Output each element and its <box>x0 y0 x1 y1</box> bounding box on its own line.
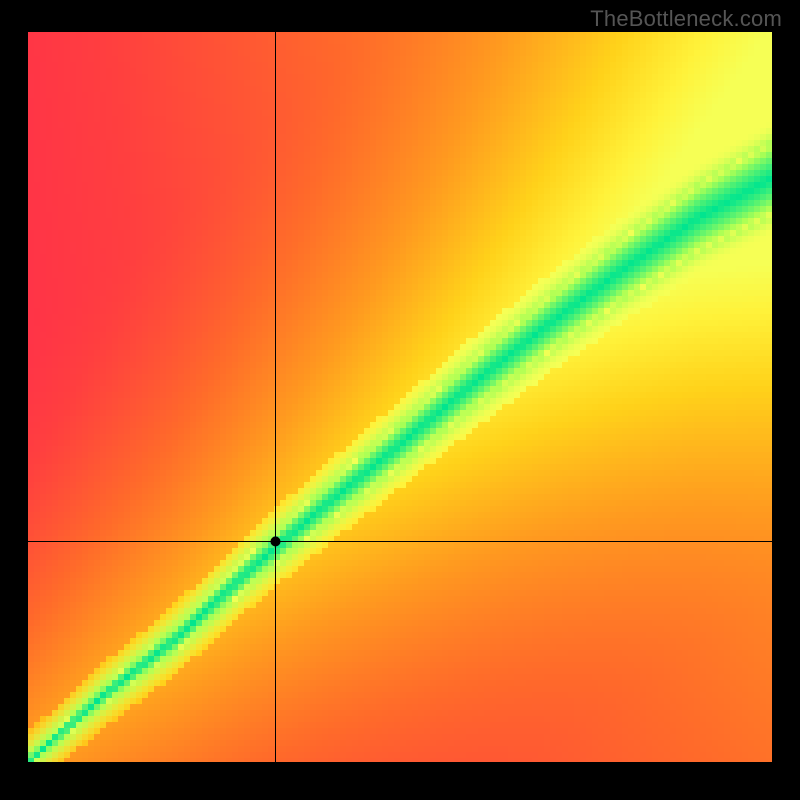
heatmap-canvas <box>28 32 772 762</box>
chart-container: TheBottleneck.com <box>0 0 800 800</box>
watermark-label: TheBottleneck.com <box>590 6 782 32</box>
heatmap-plot <box>28 32 772 762</box>
